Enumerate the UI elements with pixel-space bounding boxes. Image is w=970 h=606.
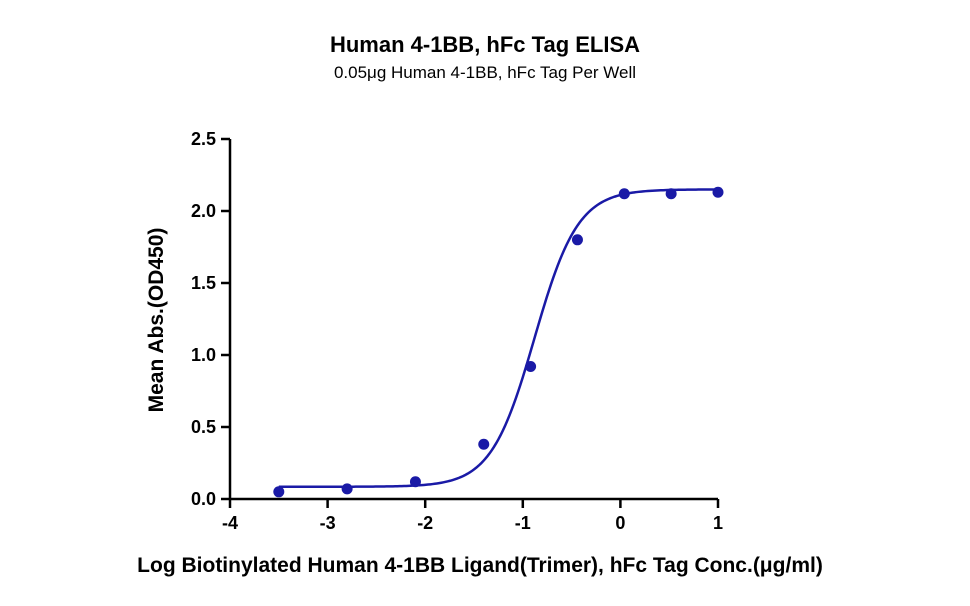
x-tick-label: 1 — [713, 513, 723, 533]
data-point — [571, 234, 583, 246]
y-axis-label: Mean Abs.(OD450) — [145, 228, 168, 413]
chart-title: Human 4-1BB, hFc Tag ELISA — [330, 32, 640, 57]
y-tick-label: 2.0 — [191, 201, 216, 221]
y-tick-label: 0.5 — [191, 417, 216, 437]
y-tick-label: 1.5 — [191, 273, 216, 293]
data-point — [712, 186, 724, 198]
data-points — [273, 186, 724, 498]
data-point — [409, 476, 421, 488]
fit-curve-group — [278, 188, 719, 489]
data-point — [478, 438, 490, 450]
y-tick-label: 0.0 — [191, 489, 216, 509]
chart-subtitle: 0.05μg Human 4-1BB, hFc Tag Per Well — [334, 63, 636, 82]
y-tick-label: 1.0 — [191, 345, 216, 365]
y-axis-ticks: 0.0 0.5 1.0 1.5 2.0 2.5 — [191, 129, 230, 509]
x-tick-label: -3 — [320, 513, 336, 533]
x-axis-ticks: -4 -3 -2 -1 0 1 — [222, 499, 723, 533]
x-axis-label: Log Biotinylated Human 4-1BB Ligand(Trim… — [137, 554, 823, 577]
x-tick-label: 0 — [615, 513, 625, 533]
axes — [228, 139, 718, 501]
fit-curve — [278, 188, 719, 489]
data-point — [525, 361, 537, 373]
y-tick-label: 2.5 — [191, 129, 216, 149]
data-point — [341, 483, 353, 495]
x-tick-label: -2 — [417, 513, 433, 533]
data-point — [618, 188, 630, 200]
data-point — [273, 486, 285, 498]
x-tick-label: -4 — [222, 513, 238, 533]
x-tick-label: -1 — [515, 513, 531, 533]
data-point — [665, 188, 677, 200]
